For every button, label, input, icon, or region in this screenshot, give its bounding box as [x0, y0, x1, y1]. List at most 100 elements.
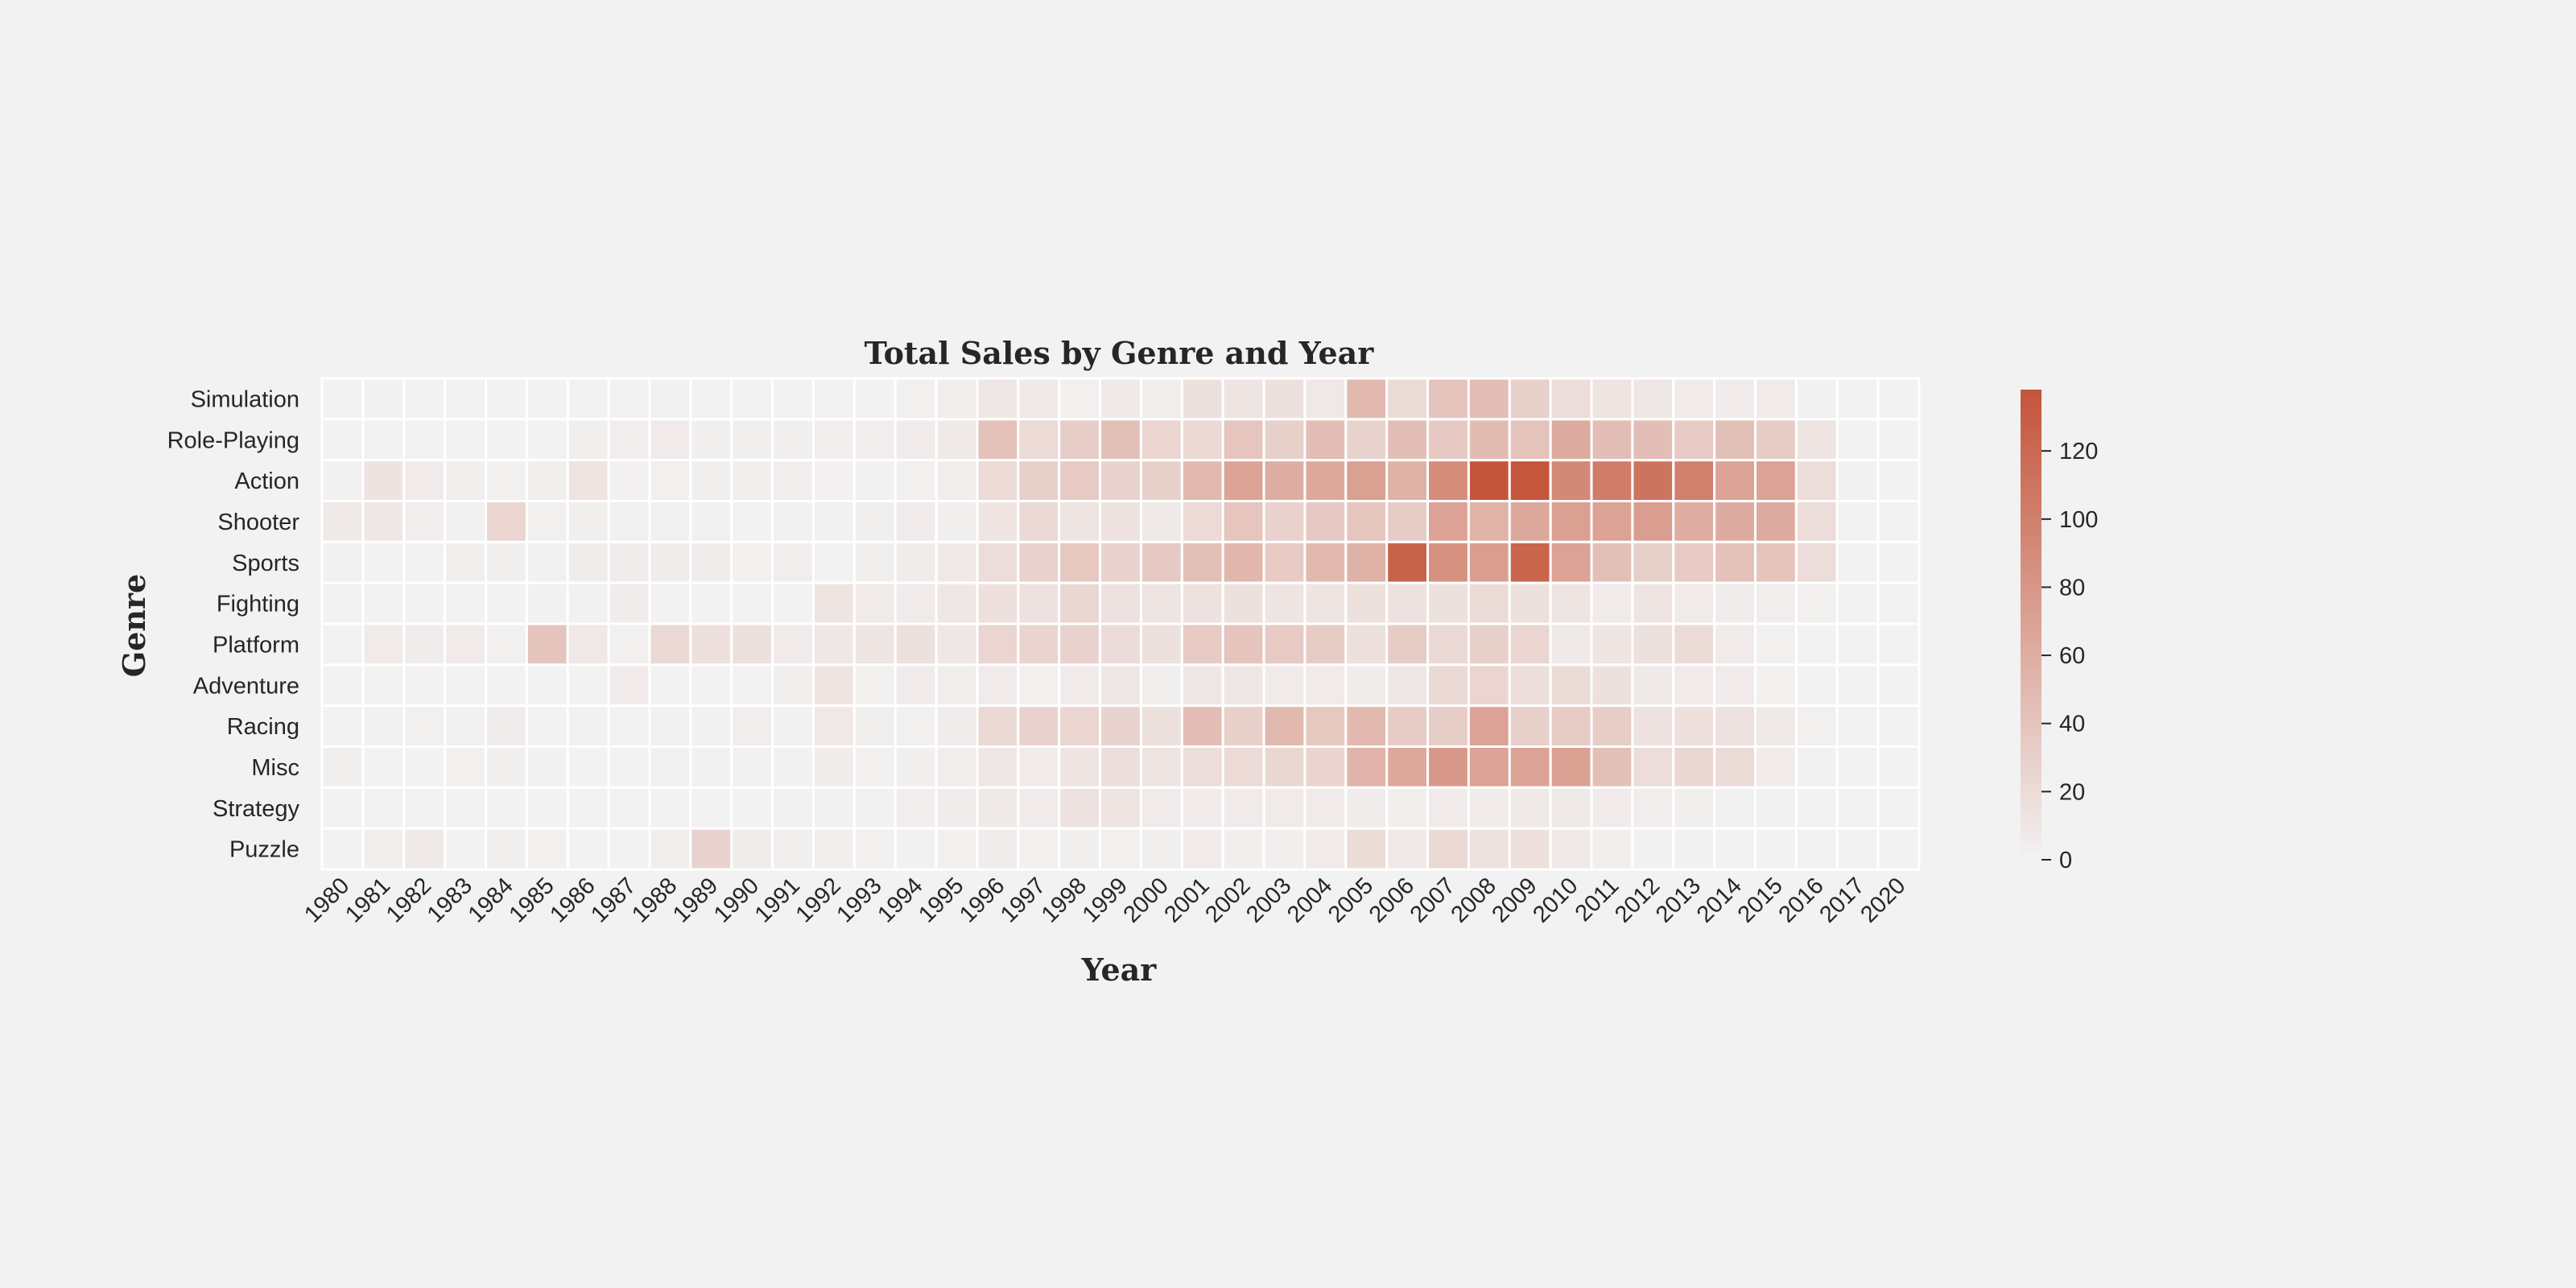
heatmap-cell — [1508, 581, 1552, 625]
heatmap-cell — [1876, 459, 1921, 503]
x-tick-label: 2000 — [1119, 873, 1174, 927]
heatmap-cell — [1426, 581, 1470, 625]
heatmap-cell — [1467, 622, 1511, 667]
heatmap-cell — [1876, 786, 1921, 830]
heatmap-cell — [444, 459, 487, 503]
heatmap-cell — [1017, 786, 1061, 830]
heatmap-cell — [525, 581, 569, 625]
heatmap-cell — [1262, 704, 1307, 749]
heatmap-cell — [648, 500, 692, 543]
heatmap-cell — [1631, 827, 1675, 871]
heatmap-cell — [1835, 418, 1880, 462]
heatmap-cell — [1467, 663, 1511, 708]
heatmap-cell — [566, 377, 610, 421]
heatmap-cell — [402, 581, 447, 625]
heatmap-cell — [1631, 540, 1675, 584]
heatmap-cell — [484, 581, 528, 625]
heatmap-cell — [607, 786, 651, 830]
heatmap-cell — [320, 377, 365, 421]
heatmap-cell — [648, 622, 692, 667]
heatmap-cell — [771, 827, 815, 871]
heatmap-cell — [1672, 786, 1716, 830]
heatmap-cell — [402, 418, 447, 462]
heatmap-cell — [852, 622, 897, 667]
heatmap-cell — [852, 459, 897, 503]
heatmap-cell — [1058, 745, 1102, 789]
heatmap-cell — [811, 745, 856, 789]
heatmap-cell — [648, 704, 692, 749]
heatmap-cell — [1713, 500, 1757, 543]
x-tick-label: 1982 — [382, 873, 436, 927]
heatmap-cell — [689, 540, 733, 584]
heatmap-cell — [361, 663, 406, 708]
heatmap-cell — [1099, 622, 1142, 667]
heatmap-cell — [852, 500, 897, 543]
heatmap-cell — [771, 704, 815, 749]
heatmap-cell — [1794, 786, 1839, 830]
heatmap-cell — [1835, 745, 1880, 789]
heatmap-cell — [1754, 418, 1798, 462]
heatmap-cell — [1139, 745, 1183, 789]
heatmap-cell — [1508, 418, 1552, 462]
heatmap-cell — [1549, 459, 1593, 503]
heatmap-cell — [1508, 704, 1552, 749]
heatmap-cell — [320, 827, 365, 871]
heatmap-cell — [811, 622, 856, 667]
heatmap-cell — [566, 663, 610, 708]
heatmap-cell — [1508, 459, 1552, 503]
heatmap-cell — [1835, 704, 1880, 749]
heatmap-cell — [1017, 704, 1061, 749]
heatmap-cell — [935, 663, 979, 708]
heatmap-cell — [1835, 827, 1880, 871]
x-tick-label: 2013 — [1651, 873, 1706, 927]
heatmap-cell — [1876, 745, 1921, 789]
heatmap-cell — [1672, 704, 1716, 749]
y-tick-label: Adventure — [193, 673, 299, 699]
heatmap-cell — [894, 459, 938, 503]
heatmap-cell — [689, 581, 733, 625]
heatmap-cell — [689, 459, 733, 503]
heatmap-cell — [607, 540, 651, 584]
heatmap-cell — [1794, 377, 1839, 421]
heatmap-cell — [1058, 377, 1102, 421]
heatmap-cell — [689, 663, 733, 708]
colorbar-ticks: 0 20 40 60 80 100 120 — [2041, 439, 2098, 873]
x-tick-label: 2010 — [1528, 873, 1583, 927]
heatmap-cell — [1017, 622, 1061, 667]
heatmap-cell — [730, 663, 774, 708]
heatmap-cell — [1180, 500, 1224, 543]
heatmap-cell — [1467, 704, 1511, 749]
heatmap-cell — [1303, 663, 1348, 708]
heatmap-cell — [484, 418, 528, 462]
heatmap-cell — [361, 540, 406, 584]
heatmap-cell — [1426, 418, 1470, 462]
heatmap-cell — [1508, 663, 1552, 708]
heatmap-cell — [1508, 827, 1552, 871]
heatmap-cell — [1099, 745, 1142, 789]
heatmap-cell — [1426, 500, 1470, 543]
heatmap-cell — [566, 581, 610, 625]
heatmap-cell — [976, 459, 1020, 503]
x-tick-label: 2015 — [1733, 873, 1788, 927]
heatmap-cell — [894, 622, 938, 667]
heatmap-cell — [894, 377, 938, 421]
heatmap-cell — [811, 581, 856, 625]
heatmap-cell — [1099, 418, 1142, 462]
heatmap-cell — [771, 418, 815, 462]
heatmap-cell — [320, 745, 365, 789]
heatmap-cell — [444, 377, 487, 421]
heatmap-cell — [771, 622, 815, 667]
heatmap-cell — [811, 418, 856, 462]
heatmap-cell — [1139, 377, 1183, 421]
heatmap-cell — [1058, 704, 1102, 749]
heatmap-cell — [1508, 745, 1552, 789]
heatmap-cell — [1426, 704, 1470, 749]
heatmap-cell — [1058, 500, 1102, 543]
heatmap-cell — [811, 827, 856, 871]
heatmap-cell — [484, 540, 528, 584]
y-tick-label: Simulation — [191, 386, 299, 412]
y-tick-label: Racing — [227, 714, 299, 740]
heatmap-cell — [1221, 540, 1265, 584]
heatmap-cell — [1794, 540, 1839, 584]
heatmap-cell — [1221, 827, 1265, 871]
